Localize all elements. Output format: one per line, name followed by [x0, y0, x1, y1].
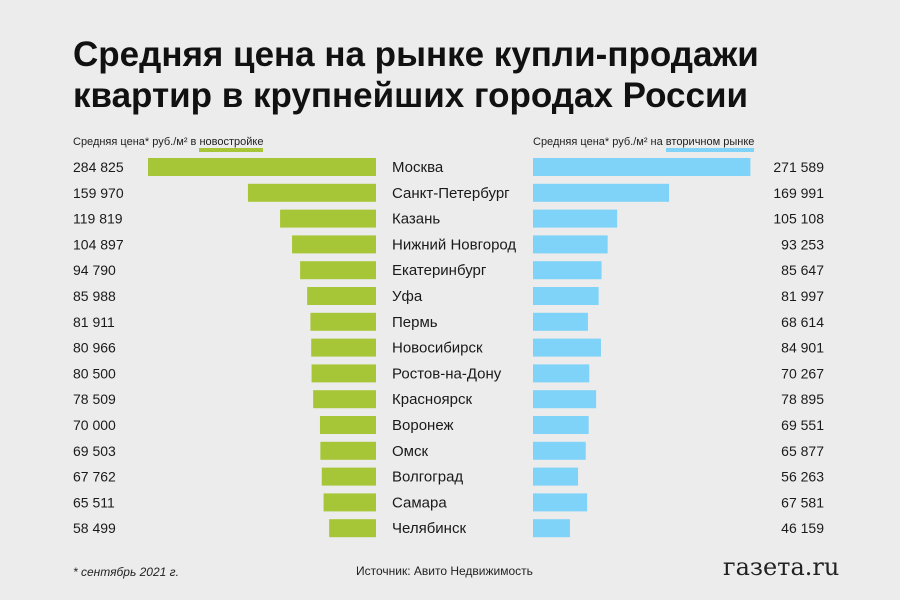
new-build-bar — [292, 235, 376, 254]
publisher-logo: газета.ru — [723, 553, 840, 581]
secondary-value-label: 56 263 — [781, 469, 824, 485]
new-build-bar — [307, 287, 376, 305]
new-build-bar — [247, 183, 376, 202]
secondary-bar — [533, 209, 618, 228]
city-label: Красноярск — [392, 391, 473, 408]
secondary-bar — [533, 261, 602, 280]
secondary-bar — [533, 183, 670, 202]
secondary-value-label: 69 551 — [781, 417, 824, 433]
new-build-value-label: 80 966 — [73, 340, 116, 356]
secondary-header-prefix: Средняя цена* руб./м² на — [533, 136, 666, 148]
city-label: Омск — [392, 443, 428, 460]
secondary-bar — [533, 158, 751, 176]
new-build-value-label: 78 509 — [73, 391, 116, 407]
new-build-axis-header: Средняя цена* руб./м² в новостройке — [73, 136, 263, 148]
new-build-value-label: 69 503 — [73, 443, 116, 459]
new-build-value-label: 81 911 — [73, 314, 115, 330]
new-build-bar — [311, 364, 376, 383]
city-label: Санкт-Петербург — [392, 185, 510, 202]
city-label: Челябинск — [392, 520, 466, 537]
city-label: Ростов-на-Дону — [392, 365, 502, 382]
source-note: Источник: Авито Недвижимость — [356, 564, 533, 578]
new-build-bar — [300, 261, 376, 280]
new-build-value-label: 65 511 — [73, 494, 115, 510]
new-build-bar — [310, 312, 376, 331]
city-label: Уфа — [392, 288, 423, 305]
city-label: Волгоград — [392, 469, 463, 486]
secondary-bar — [533, 467, 579, 486]
new-build-bar — [329, 519, 376, 538]
secondary-value-label: 85 647 — [781, 262, 824, 278]
new-build-value-label: 85 988 — [73, 288, 116, 304]
secondary-value-label: 84 901 — [781, 340, 824, 356]
secondary-bar — [533, 416, 589, 434]
secondary-bar — [533, 312, 588, 331]
new-build-value-label: 104 897 — [73, 236, 124, 252]
secondary-value-label: 105 108 — [773, 211, 824, 227]
new-build-value-label: 119 819 — [73, 211, 123, 227]
new-build-bar — [323, 493, 376, 512]
city-label: Екатеринбург — [392, 262, 487, 279]
secondary-value-label: 46 159 — [781, 520, 824, 536]
city-label: Пермь — [392, 314, 438, 331]
new-build-bar — [311, 338, 376, 357]
new-build-bar — [319, 416, 376, 434]
secondary-bar — [533, 364, 590, 383]
new-build-bar — [321, 467, 376, 486]
secondary-bar — [533, 493, 588, 512]
new-build-value-label: 284 825 — [73, 159, 124, 175]
secondary-axis-header: Средняя цена* руб./м² на вторичном рынке — [533, 136, 754, 148]
secondary-bar — [533, 390, 597, 409]
city-label: Казань — [392, 211, 440, 228]
secondary-bar — [533, 287, 599, 305]
new-build-value-label: 67 762 — [73, 469, 116, 485]
secondary-value-label: 169 991 — [773, 185, 824, 201]
secondary-value-label: 68 614 — [781, 314, 824, 330]
city-label: Самара — [392, 494, 447, 511]
new-build-bar — [148, 158, 376, 176]
new-build-header-highlight: новостройке — [199, 136, 264, 148]
chart-title: Средняя цена на рынке купли-продажи квар… — [73, 35, 759, 115]
secondary-header-highlight: вторичном рынке — [665, 136, 755, 148]
secondary-value-label: 271 589 — [773, 159, 824, 175]
new-build-bar — [313, 390, 376, 409]
new-build-value-label: 80 500 — [73, 365, 116, 381]
city-label: Новосибирск — [392, 340, 483, 357]
new-build-header-prefix: Средняя цена* руб./м² в — [73, 136, 200, 148]
secondary-bar — [533, 519, 570, 538]
secondary-value-label: 81 997 — [781, 288, 824, 304]
secondary-bar — [533, 441, 586, 460]
secondary-value-label: 70 267 — [781, 365, 824, 381]
new-build-value-label: 70 000 — [73, 417, 116, 433]
secondary-value-label: 65 877 — [781, 443, 824, 459]
new-build-value-label: 159 970 — [73, 185, 124, 201]
secondary-bar — [533, 235, 608, 254]
city-label: Воронеж — [392, 417, 454, 434]
new-build-bar — [280, 209, 376, 228]
secondary-value-label: 67 581 — [781, 494, 824, 510]
secondary-bar — [533, 338, 601, 357]
secondary-value-label: 78 895 — [781, 391, 824, 407]
new-build-bar — [320, 441, 376, 460]
secondary-value-label: 93 253 — [781, 236, 824, 252]
new-build-value-label: 58 499 — [73, 520, 116, 536]
new-build-value-label: 94 790 — [73, 262, 116, 278]
city-label: Нижний Новгород — [392, 236, 516, 253]
footnote: * сентябрь 2021 г. — [73, 565, 179, 579]
city-label: Москва — [392, 159, 444, 176]
